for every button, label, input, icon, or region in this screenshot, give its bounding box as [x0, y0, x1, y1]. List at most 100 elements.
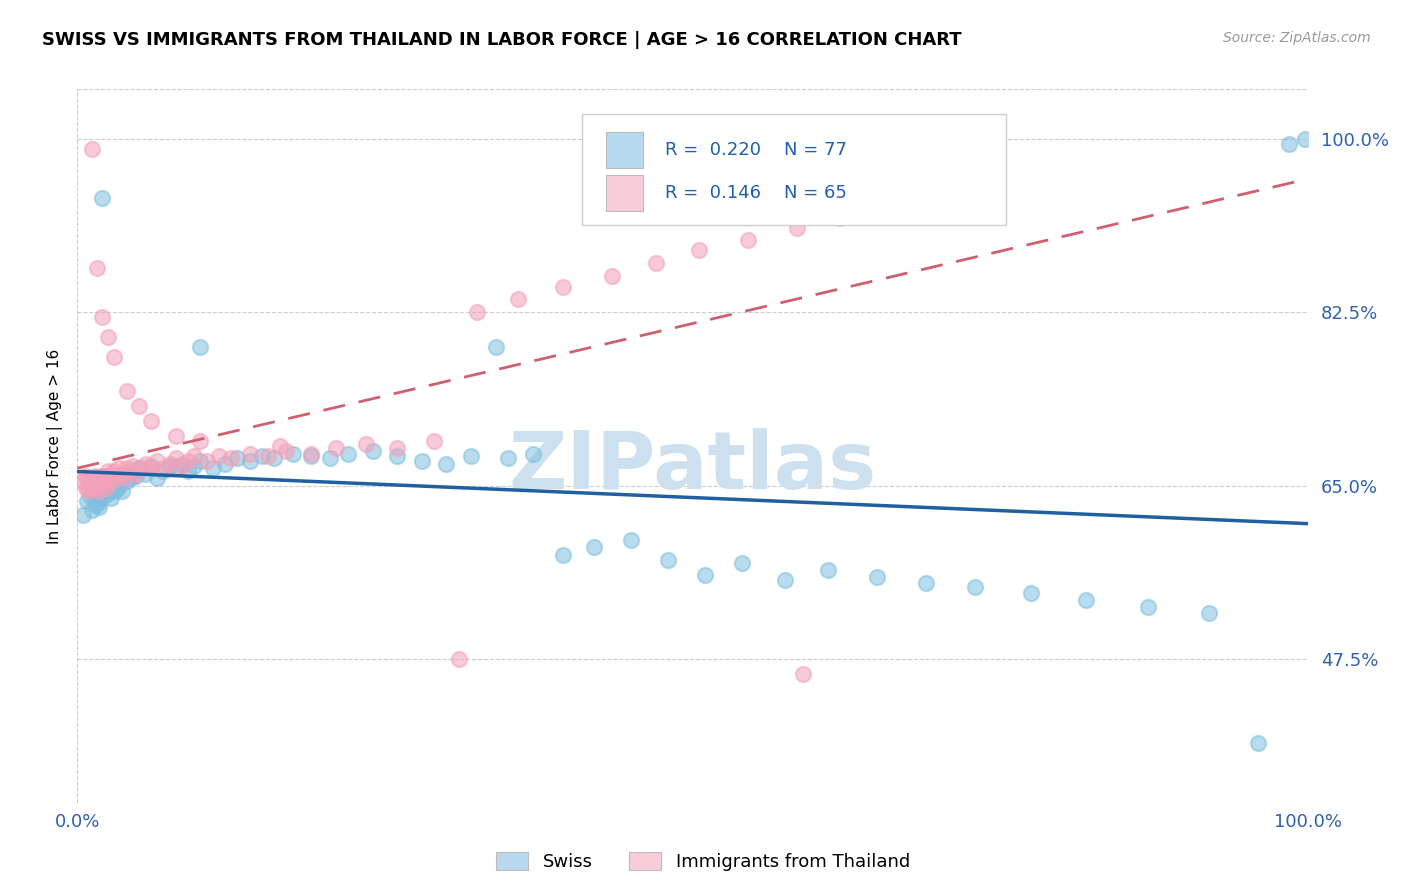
Point [134, 467, 156, 481]
Point [112, 468, 135, 483]
Point [75, 481, 97, 495]
Point [115, 474, 138, 488]
Point [72, 508, 94, 523]
Point [1076, 592, 1098, 607]
Point [1198, 606, 1220, 620]
Point [965, 580, 987, 594]
Point [188, 434, 212, 448]
Point [93, 468, 115, 483]
Point [177, 464, 200, 478]
Text: Source: ZipAtlas.com: Source: ZipAtlas.com [1223, 31, 1371, 45]
Point [318, 450, 340, 465]
Point [830, 211, 852, 225]
Point [90, 471, 114, 485]
Point [80, 471, 103, 485]
Point [118, 464, 141, 478]
Bar [606, 175, 644, 211]
Point [1278, 136, 1301, 151]
Point [866, 570, 889, 584]
Point [96, 474, 118, 488]
Point [101, 481, 124, 495]
Point [411, 454, 433, 468]
Point [693, 567, 716, 582]
Point [165, 460, 187, 475]
Point [129, 460, 153, 475]
Point [325, 441, 347, 455]
Point [485, 340, 508, 354]
Point [620, 533, 643, 548]
Point [118, 467, 141, 481]
Point [105, 468, 128, 483]
Y-axis label: In Labor Force | Age > 16: In Labor Force | Age > 16 [48, 349, 63, 543]
Point [76, 471, 98, 485]
Point [96, 486, 118, 500]
Point [82, 503, 104, 517]
Point [644, 255, 666, 269]
Point [83, 468, 105, 483]
Point [83, 491, 105, 505]
FancyBboxPatch shape [582, 114, 1007, 225]
Point [141, 414, 163, 428]
Point [553, 280, 575, 294]
Point [786, 221, 808, 235]
Point [159, 457, 181, 471]
Point [257, 449, 280, 463]
Point [281, 447, 304, 461]
Point [94, 481, 117, 495]
Point [239, 447, 262, 461]
Point [97, 330, 120, 344]
Point [90, 468, 112, 483]
Point [737, 233, 759, 247]
Point [792, 667, 814, 681]
Point [1247, 736, 1270, 750]
Point [465, 305, 488, 319]
Point [657, 553, 679, 567]
Point [731, 556, 754, 570]
Point [115, 460, 138, 475]
Point [1019, 585, 1042, 599]
Point [239, 454, 262, 468]
Point [122, 464, 145, 478]
Point [299, 449, 322, 463]
Point [94, 481, 117, 495]
Point [121, 471, 143, 485]
Point [188, 454, 212, 468]
Point [337, 447, 360, 461]
Point [496, 450, 519, 465]
Point [928, 183, 950, 197]
Point [688, 243, 710, 257]
Point [460, 449, 482, 463]
Point [817, 563, 839, 577]
Point [89, 500, 111, 515]
Text: R =  0.146    N = 65: R = 0.146 N = 65 [665, 184, 848, 202]
Point [879, 196, 901, 211]
Text: ZIPatlas: ZIPatlas [509, 428, 876, 507]
Point [269, 439, 291, 453]
Point [201, 460, 224, 475]
Point [110, 471, 132, 485]
Point [89, 483, 111, 498]
Point [82, 142, 104, 156]
Point [506, 293, 529, 307]
Bar [606, 132, 644, 168]
Point [73, 468, 96, 483]
Point [76, 493, 98, 508]
Point [86, 260, 108, 275]
Point [1294, 132, 1316, 146]
Point [93, 474, 115, 488]
Point [165, 450, 187, 465]
Point [77, 483, 100, 498]
Point [177, 454, 200, 468]
Point [108, 476, 131, 491]
Text: R =  0.220    N = 77: R = 0.220 N = 77 [665, 141, 848, 159]
Point [183, 458, 205, 473]
Point [79, 476, 101, 491]
Point [91, 478, 114, 492]
Point [98, 471, 121, 485]
Point [111, 483, 132, 498]
Point [915, 575, 938, 590]
Point [72, 474, 94, 488]
Point [214, 457, 236, 471]
Point [90, 191, 114, 205]
Text: SWISS VS IMMIGRANTS FROM THAILAND IN LABOR FORCE | AGE > 16 CORRELATION CHART: SWISS VS IMMIGRANTS FROM THAILAND IN LAB… [42, 31, 962, 49]
